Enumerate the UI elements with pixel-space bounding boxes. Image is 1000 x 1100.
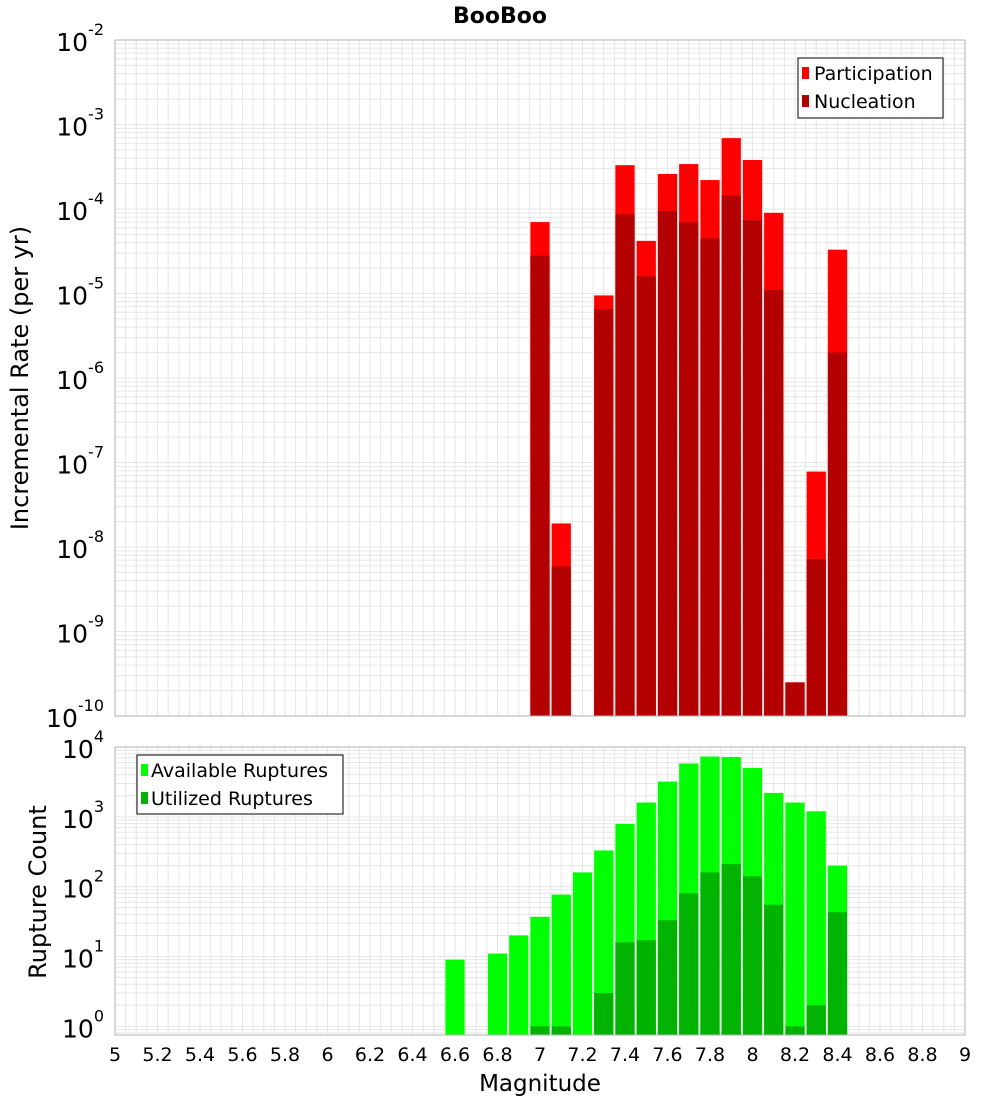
bar-nucleation (806, 559, 826, 716)
top-legend: Participation Nucleation (797, 57, 944, 119)
top-plot-frame (114, 39, 966, 717)
bar-nucleation (657, 210, 678, 716)
bar-nucleation (785, 682, 805, 716)
bar-nucleation (530, 255, 550, 716)
bar-available-ruptures (594, 850, 614, 1035)
x-axis-label: Magnitude (479, 1071, 601, 1097)
bar-utilized-ruptures (827, 912, 848, 1035)
bar-utilized-ruptures (700, 872, 720, 1035)
bar-utilized-ruptures (679, 893, 699, 1035)
bottom-y-tick-label: 103 (62, 797, 104, 834)
bar-utilized-ruptures (636, 940, 656, 1035)
bottom-y-axis-label: Rupture Count (24, 805, 52, 979)
bar-nucleation (700, 238, 720, 717)
bar-utilized-ruptures (551, 1026, 571, 1035)
bottom-y-tick-label: 101 (62, 936, 104, 973)
bottom-bars (445, 756, 848, 1035)
bar-available-ruptures (572, 872, 593, 1035)
top-y-tick-label: 10-6 (56, 358, 104, 395)
x-tick-label: 8.6 (865, 1044, 895, 1066)
legend-swatch-utilized (141, 792, 148, 804)
bar-nucleation (721, 195, 741, 717)
bar-available-ruptures (785, 802, 805, 1035)
legend-label-utilized: Utilized Ruptures (151, 788, 313, 810)
x-tick-label: 5.2 (142, 1044, 172, 1066)
bar-utilized-ruptures (615, 942, 635, 1035)
bar-nucleation (636, 276, 656, 716)
x-tick-label: 7.2 (567, 1044, 597, 1066)
x-tick-label: 5.6 (227, 1044, 257, 1066)
x-tick-label: 8.8 (907, 1044, 937, 1066)
bar-nucleation (764, 290, 784, 716)
bottom-legend-box (136, 754, 344, 815)
bottom-plot-frame (114, 746, 966, 1036)
bar-nucleation (679, 222, 699, 716)
bar-utilized-ruptures (806, 1005, 826, 1035)
x-tick-label: 7.8 (695, 1044, 725, 1066)
bar-available-ruptures (806, 811, 826, 1035)
bar-nucleation (827, 352, 848, 716)
x-tick-label: 5.8 (270, 1044, 300, 1066)
top-y-axis-label: Incremental Rate (per yr) (6, 226, 34, 530)
legend-label-participation: Participation (814, 63, 933, 85)
bar-available-ruptures (445, 959, 465, 1035)
top-y-tick-label: 10-9 (56, 612, 104, 649)
top-y-tick-label: 10-5 (56, 274, 104, 311)
bottom-y-tick-label: 100 (62, 1006, 104, 1043)
bar-utilized-ruptures (785, 1026, 805, 1035)
legend-swatch-available (141, 764, 148, 776)
bar-nucleation (615, 214, 635, 716)
x-tick-label: 8.2 (780, 1044, 810, 1066)
x-tick-label: 8.4 (822, 1044, 852, 1066)
x-tick-label: 6.8 (482, 1044, 512, 1066)
chart-title: BooBoo (453, 4, 547, 29)
x-tick-label: 9 (959, 1044, 971, 1066)
bar-utilized-ruptures (530, 1026, 550, 1035)
bar-utilized-ruptures (742, 876, 763, 1035)
x-tick-label: 8 (746, 1044, 758, 1066)
legend-label-nucleation: Nucleation (814, 91, 916, 113)
x-tick-label: 7 (534, 1044, 546, 1066)
x-tick-label: 7.6 (652, 1044, 682, 1066)
bar-nucleation (551, 566, 571, 716)
top-y-tick-label: 10-2 (56, 20, 104, 57)
x-tick-label: 5.4 (185, 1044, 215, 1066)
top-y-tick-label: 10-8 (56, 527, 104, 564)
bar-available-ruptures (487, 953, 508, 1035)
top-bars (530, 138, 848, 717)
bar-nucleation (594, 309, 614, 716)
legend-label-available: Available Ruptures (151, 760, 328, 782)
top-y-tick-label: 10-7 (56, 443, 104, 480)
bottom-y-tick-label: 102 (62, 867, 104, 904)
x-tick-label: 5 (109, 1044, 121, 1066)
bar-utilized-ruptures (594, 992, 614, 1035)
x-tick-labels: 5 5.2 5.4 5.6 5.8 6 6.2 6.4 6.6 6.8 7 7.2 7.4 7.6 7.8 8… (109, 1044, 971, 1066)
x-tick-label: 7.4 (610, 1044, 640, 1066)
x-tick-label: 6.6 (440, 1044, 470, 1066)
legend-swatch-participation (802, 67, 809, 79)
x-tick-label: 6.4 (397, 1044, 427, 1066)
bar-available-ruptures (551, 894, 571, 1035)
x-tick-label: 6.2 (355, 1044, 385, 1066)
bar-utilized-ruptures (764, 904, 784, 1035)
bottom-legend: Available Ruptures Utilized Ruptures (136, 754, 344, 815)
top-y-tick-label: 10-3 (56, 105, 104, 142)
bar-available-ruptures (509, 935, 529, 1035)
bar-nucleation (742, 220, 763, 716)
top-legend-box (797, 57, 944, 119)
bar-available-ruptures (530, 916, 550, 1035)
legend-swatch-nucleation (802, 95, 809, 107)
top-y-tick-label: 10-4 (56, 189, 104, 226)
bar-utilized-ruptures (657, 920, 678, 1035)
bar-utilized-ruptures (721, 864, 741, 1035)
x-tick-label: 6 (321, 1044, 333, 1066)
